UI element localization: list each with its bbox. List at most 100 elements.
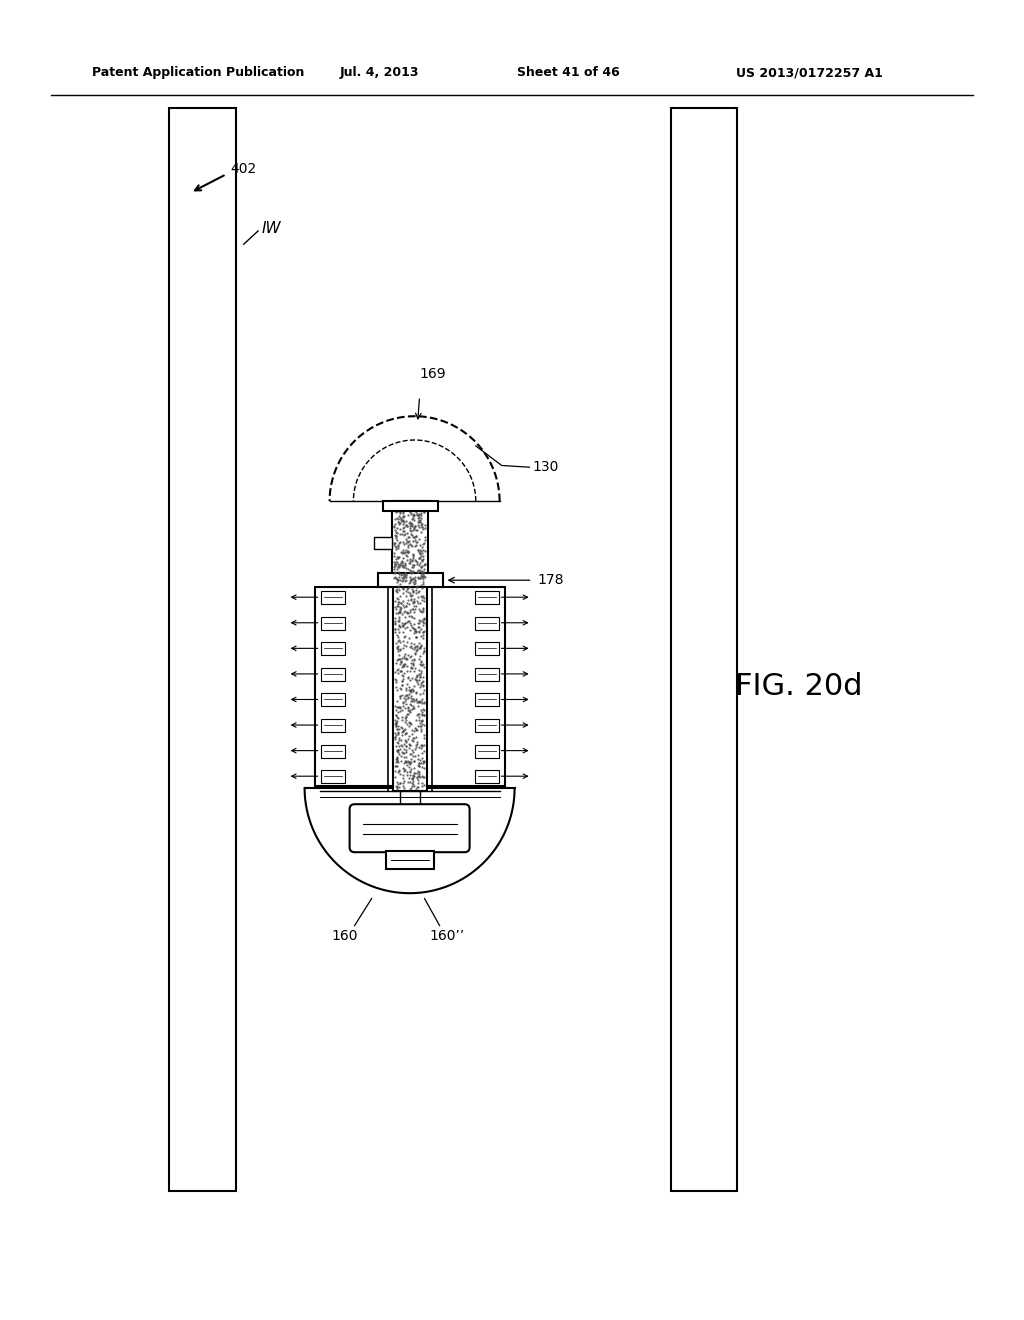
Point bbox=[410, 504, 426, 525]
Point bbox=[399, 688, 416, 709]
Point bbox=[388, 548, 404, 569]
Point bbox=[398, 566, 415, 587]
Point bbox=[408, 499, 424, 520]
Point bbox=[394, 550, 411, 572]
Point bbox=[406, 589, 422, 610]
Point bbox=[408, 719, 424, 741]
Point bbox=[410, 672, 426, 693]
Point bbox=[396, 612, 413, 634]
Point bbox=[410, 560, 426, 581]
Point bbox=[396, 653, 413, 675]
Point bbox=[411, 706, 427, 727]
Point bbox=[395, 557, 412, 578]
Point bbox=[404, 492, 421, 513]
Point bbox=[406, 639, 422, 660]
Point bbox=[387, 713, 403, 734]
Point bbox=[388, 632, 404, 653]
Point bbox=[388, 700, 404, 721]
Point bbox=[401, 676, 418, 697]
Point bbox=[399, 527, 416, 548]
Point bbox=[407, 618, 423, 639]
Point bbox=[402, 656, 419, 677]
Point bbox=[416, 735, 432, 756]
Point bbox=[414, 735, 430, 756]
Point bbox=[391, 622, 408, 643]
Point bbox=[390, 556, 407, 577]
Point bbox=[414, 742, 430, 763]
Point bbox=[396, 554, 413, 576]
Point bbox=[413, 635, 429, 656]
Point bbox=[415, 675, 431, 696]
Point bbox=[416, 751, 432, 772]
Point bbox=[396, 533, 413, 554]
Point bbox=[416, 680, 432, 701]
Point bbox=[404, 495, 421, 516]
Point bbox=[396, 729, 413, 750]
Point bbox=[391, 577, 408, 598]
Point bbox=[413, 535, 429, 556]
Point bbox=[395, 602, 412, 623]
Bar bbox=[392, 572, 427, 791]
Point bbox=[410, 744, 426, 766]
Point bbox=[397, 723, 414, 744]
Point bbox=[396, 688, 413, 709]
Point bbox=[399, 541, 416, 562]
Point bbox=[402, 500, 419, 521]
Point bbox=[401, 512, 418, 533]
Point bbox=[400, 577, 417, 598]
Point bbox=[391, 532, 408, 553]
Point bbox=[404, 495, 421, 516]
Point bbox=[411, 664, 427, 685]
Point bbox=[391, 591, 408, 612]
Point bbox=[403, 494, 420, 515]
Point bbox=[388, 552, 404, 573]
Point bbox=[399, 762, 416, 783]
Point bbox=[392, 638, 409, 659]
Point bbox=[412, 548, 428, 569]
Point bbox=[408, 636, 424, 657]
Point bbox=[399, 578, 416, 599]
Point bbox=[397, 698, 414, 719]
Point bbox=[396, 733, 413, 754]
Point bbox=[415, 574, 431, 595]
Point bbox=[414, 556, 430, 577]
Point bbox=[410, 504, 426, 525]
Point bbox=[396, 711, 413, 733]
Point bbox=[401, 751, 418, 772]
Point bbox=[403, 515, 420, 536]
Point bbox=[398, 531, 415, 552]
Point bbox=[401, 636, 418, 657]
Point bbox=[407, 668, 423, 689]
Point bbox=[397, 581, 414, 602]
Point bbox=[387, 552, 403, 573]
Point bbox=[415, 653, 431, 675]
Point bbox=[411, 737, 427, 758]
Point bbox=[399, 644, 416, 665]
Point bbox=[415, 565, 431, 586]
Point bbox=[402, 533, 419, 554]
Point bbox=[413, 504, 429, 525]
Point bbox=[415, 564, 431, 585]
Point bbox=[414, 602, 430, 623]
Point bbox=[395, 496, 412, 517]
Bar bbox=[378, 573, 442, 587]
Point bbox=[403, 585, 420, 606]
Point bbox=[391, 772, 408, 793]
Point bbox=[390, 648, 407, 669]
Point bbox=[413, 541, 429, 562]
Point bbox=[395, 775, 412, 796]
Point bbox=[389, 579, 406, 601]
Point bbox=[414, 561, 430, 582]
Point bbox=[409, 532, 425, 553]
Point bbox=[402, 585, 419, 606]
Point bbox=[387, 562, 403, 583]
Point bbox=[397, 565, 414, 586]
Point bbox=[389, 636, 406, 657]
Bar bbox=[383, 502, 437, 511]
Point bbox=[392, 602, 409, 623]
Point bbox=[400, 535, 417, 556]
Point bbox=[402, 680, 419, 701]
Point bbox=[409, 577, 425, 598]
Point bbox=[406, 506, 422, 527]
Point bbox=[412, 543, 428, 564]
